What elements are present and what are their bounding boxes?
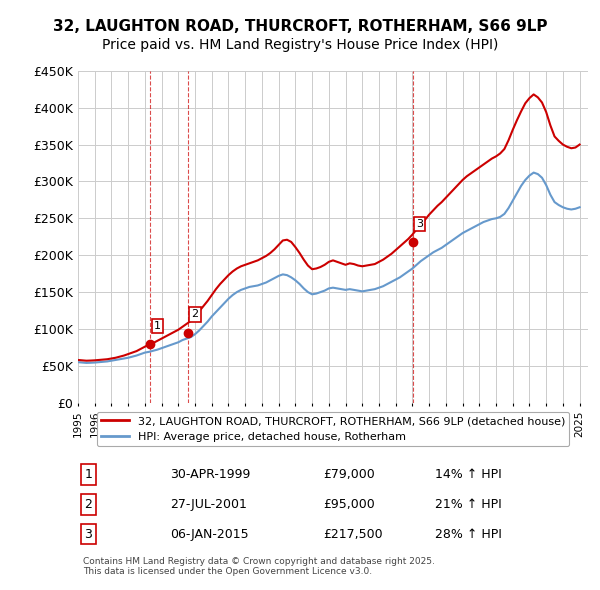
Text: £95,000: £95,000 — [323, 498, 374, 511]
Text: 1: 1 — [154, 321, 161, 331]
Text: 27-JUL-2001: 27-JUL-2001 — [170, 498, 247, 511]
Text: Contains HM Land Registry data © Crown copyright and database right 2025.
This d: Contains HM Land Registry data © Crown c… — [83, 556, 435, 576]
Text: 28% ↑ HPI: 28% ↑ HPI — [435, 527, 502, 540]
Text: 3: 3 — [416, 219, 423, 229]
Text: 21% ↑ HPI: 21% ↑ HPI — [435, 498, 502, 511]
Text: 2: 2 — [84, 498, 92, 511]
Text: 3: 3 — [84, 527, 92, 540]
Text: 14% ↑ HPI: 14% ↑ HPI — [435, 468, 502, 481]
Legend: 32, LAUGHTON ROAD, THURCROFT, ROTHERHAM, S66 9LP (detached house), HPI: Average : 32, LAUGHTON ROAD, THURCROFT, ROTHERHAM,… — [97, 412, 569, 446]
Text: 30-APR-1999: 30-APR-1999 — [170, 468, 250, 481]
Text: 2: 2 — [191, 309, 199, 319]
Text: £217,500: £217,500 — [323, 527, 382, 540]
Text: 1: 1 — [84, 468, 92, 481]
Text: Price paid vs. HM Land Registry's House Price Index (HPI): Price paid vs. HM Land Registry's House … — [102, 38, 498, 53]
Text: 32, LAUGHTON ROAD, THURCROFT, ROTHERHAM, S66 9LP: 32, LAUGHTON ROAD, THURCROFT, ROTHERHAM,… — [53, 19, 547, 34]
Text: £79,000: £79,000 — [323, 468, 374, 481]
Text: 06-JAN-2015: 06-JAN-2015 — [170, 527, 248, 540]
